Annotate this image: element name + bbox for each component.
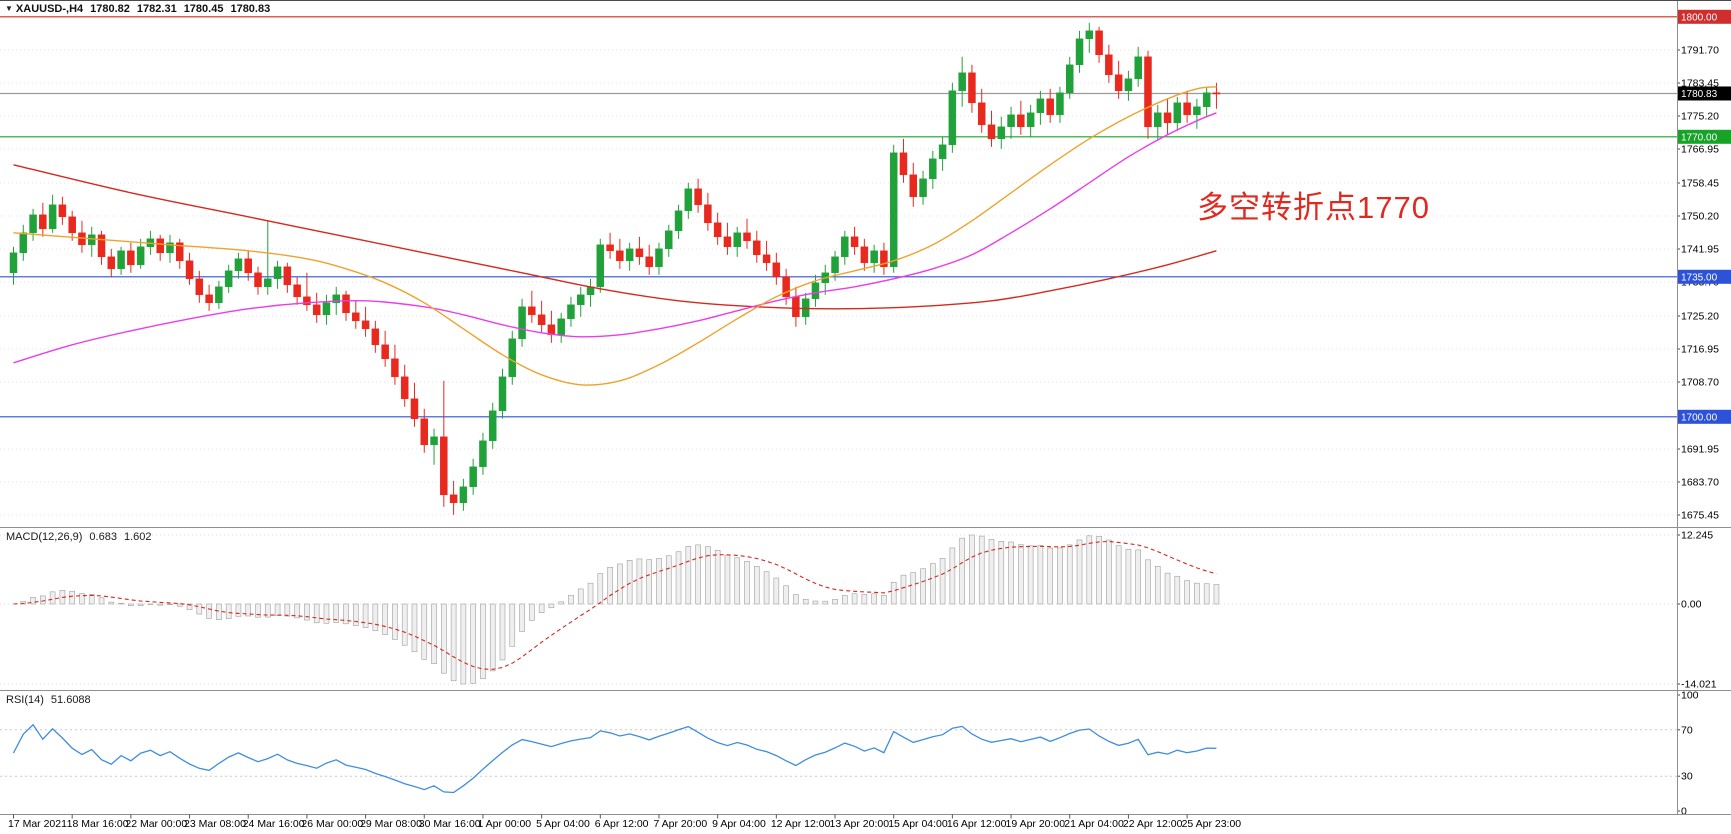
- svg-text:9 Apr 04:00: 9 Apr 04:00: [712, 818, 766, 830]
- svg-text:17 Mar 2021: 17 Mar 2021: [8, 818, 67, 830]
- svg-text:24 Mar 16:00: 24 Mar 16:00: [243, 818, 305, 830]
- macd-name: MACD(12,26,9): [6, 531, 83, 543]
- svg-text:1750.20: 1750.20: [1681, 211, 1719, 223]
- svg-text:15 Apr 04:00: 15 Apr 04:00: [888, 818, 948, 830]
- svg-text:12 Apr 12:00: 12 Apr 12:00: [771, 818, 831, 830]
- moving-averages: [13, 86, 1217, 386]
- svg-text:7 Apr 20:00: 7 Apr 20:00: [653, 818, 707, 830]
- svg-text:25 Apr 23:00: 25 Apr 23:00: [1182, 818, 1242, 830]
- svg-text:1775.20: 1775.20: [1681, 111, 1719, 123]
- ohlc-low: 1780.45: [183, 3, 224, 15]
- svg-text:1791.70: 1791.70: [1681, 45, 1719, 57]
- svg-text:26 Mar 00:00: 26 Mar 00:00: [301, 818, 363, 830]
- symbol-label: XAUUSD-,H4: [15, 3, 84, 15]
- symbol-dropdown-icon[interactable]: ▼: [5, 4, 13, 13]
- svg-text:-14.021: -14.021: [1681, 679, 1717, 691]
- svg-text:1735.00: 1735.00: [1681, 272, 1718, 283]
- ohlc-close: 1780.83: [230, 3, 271, 15]
- macd-signal-value: 1.602: [123, 531, 152, 543]
- svg-text:70: 70: [1681, 724, 1693, 736]
- candlestick-series: [9, 22, 1221, 515]
- svg-text:1683.70: 1683.70: [1681, 477, 1719, 489]
- svg-text:1725.20: 1725.20: [1681, 311, 1719, 323]
- svg-text:1780.83: 1780.83: [1681, 89, 1718, 100]
- chart-title: ▼ XAUUSD-,H4 1780.82 1782.31 1780.45 1780.83: [5, 3, 270, 15]
- svg-text:1770.00: 1770.00: [1681, 132, 1718, 143]
- ma-medium-magenta: [13, 112, 1217, 364]
- rsi-value: 51.6088: [50, 694, 91, 706]
- svg-text:1766.95: 1766.95: [1681, 144, 1719, 156]
- svg-text:22 Mar 00:00: 22 Mar 00:00: [125, 818, 187, 830]
- svg-text:100: 100: [1681, 690, 1699, 702]
- macd-panel: 12.245 0.00 -14.021: [0, 530, 1717, 691]
- svg-text:23 Mar 08:00: 23 Mar 08:00: [184, 818, 246, 830]
- svg-text:21 Apr 04:00: 21 Apr 04:00: [1064, 818, 1124, 830]
- rsi-indicator-label: RSI(14) 51.6088: [6, 694, 91, 706]
- svg-text:1 Apr 00:00: 1 Apr 00:00: [477, 818, 531, 830]
- ma-slow-red: [13, 164, 1217, 310]
- macd-indicator-label: MACD(12,26,9) 0.683 1.602: [6, 531, 151, 543]
- svg-text:1716.95: 1716.95: [1681, 344, 1719, 356]
- ohlc-open: 1780.82: [90, 3, 130, 15]
- svg-text:1758.45: 1758.45: [1681, 178, 1719, 190]
- annotation-text: 多空转折点1770: [1197, 190, 1430, 225]
- svg-text:19 Apr 20:00: 19 Apr 20:00: [1006, 818, 1066, 830]
- svg-text:12.245: 12.245: [1681, 530, 1713, 542]
- svg-text:0.00: 0.00: [1681, 599, 1702, 611]
- svg-text:18 Mar 16:00: 18 Mar 16:00: [67, 818, 129, 830]
- svg-text:1741.95: 1741.95: [1681, 244, 1719, 256]
- svg-text:1675.45: 1675.45: [1681, 510, 1719, 522]
- rsi-name: RSI(14): [6, 694, 44, 706]
- rsi-panel: 100 70 30 0: [0, 690, 1699, 818]
- svg-text:30 Mar 16:00: 30 Mar 16:00: [419, 818, 481, 830]
- svg-text:6 Apr 12:00: 6 Apr 12:00: [595, 818, 649, 830]
- svg-text:0: 0: [1681, 806, 1687, 818]
- macd-main-value: 0.683: [89, 531, 117, 543]
- svg-text:5 Apr 04:00: 5 Apr 04:00: [536, 818, 590, 830]
- svg-text:1700.00: 1700.00: [1681, 412, 1718, 423]
- svg-text:1800.00: 1800.00: [1681, 12, 1718, 23]
- svg-text:16 Apr 12:00: 16 Apr 12:00: [947, 818, 1007, 830]
- svg-text:22 Apr 12:00: 22 Apr 12:00: [1123, 818, 1183, 830]
- svg-text:1708.70: 1708.70: [1681, 377, 1719, 389]
- svg-text:29 Mar 08:00: 29 Mar 08:00: [360, 818, 422, 830]
- svg-text:1691.95: 1691.95: [1681, 444, 1719, 456]
- svg-text:30: 30: [1681, 771, 1693, 783]
- panel-separators: [0, 1, 1731, 815]
- ohlc-high: 1782.31: [136, 3, 177, 15]
- svg-text:13 Apr 20:00: 13 Apr 20:00: [830, 818, 890, 830]
- price-axis-badges: 1800.00 1780.83 1770.00 1735.00 1700.00: [1678, 9, 1731, 424]
- ma-fast-orange: [13, 86, 1217, 386]
- horizontal-level-lines: [0, 16, 1677, 418]
